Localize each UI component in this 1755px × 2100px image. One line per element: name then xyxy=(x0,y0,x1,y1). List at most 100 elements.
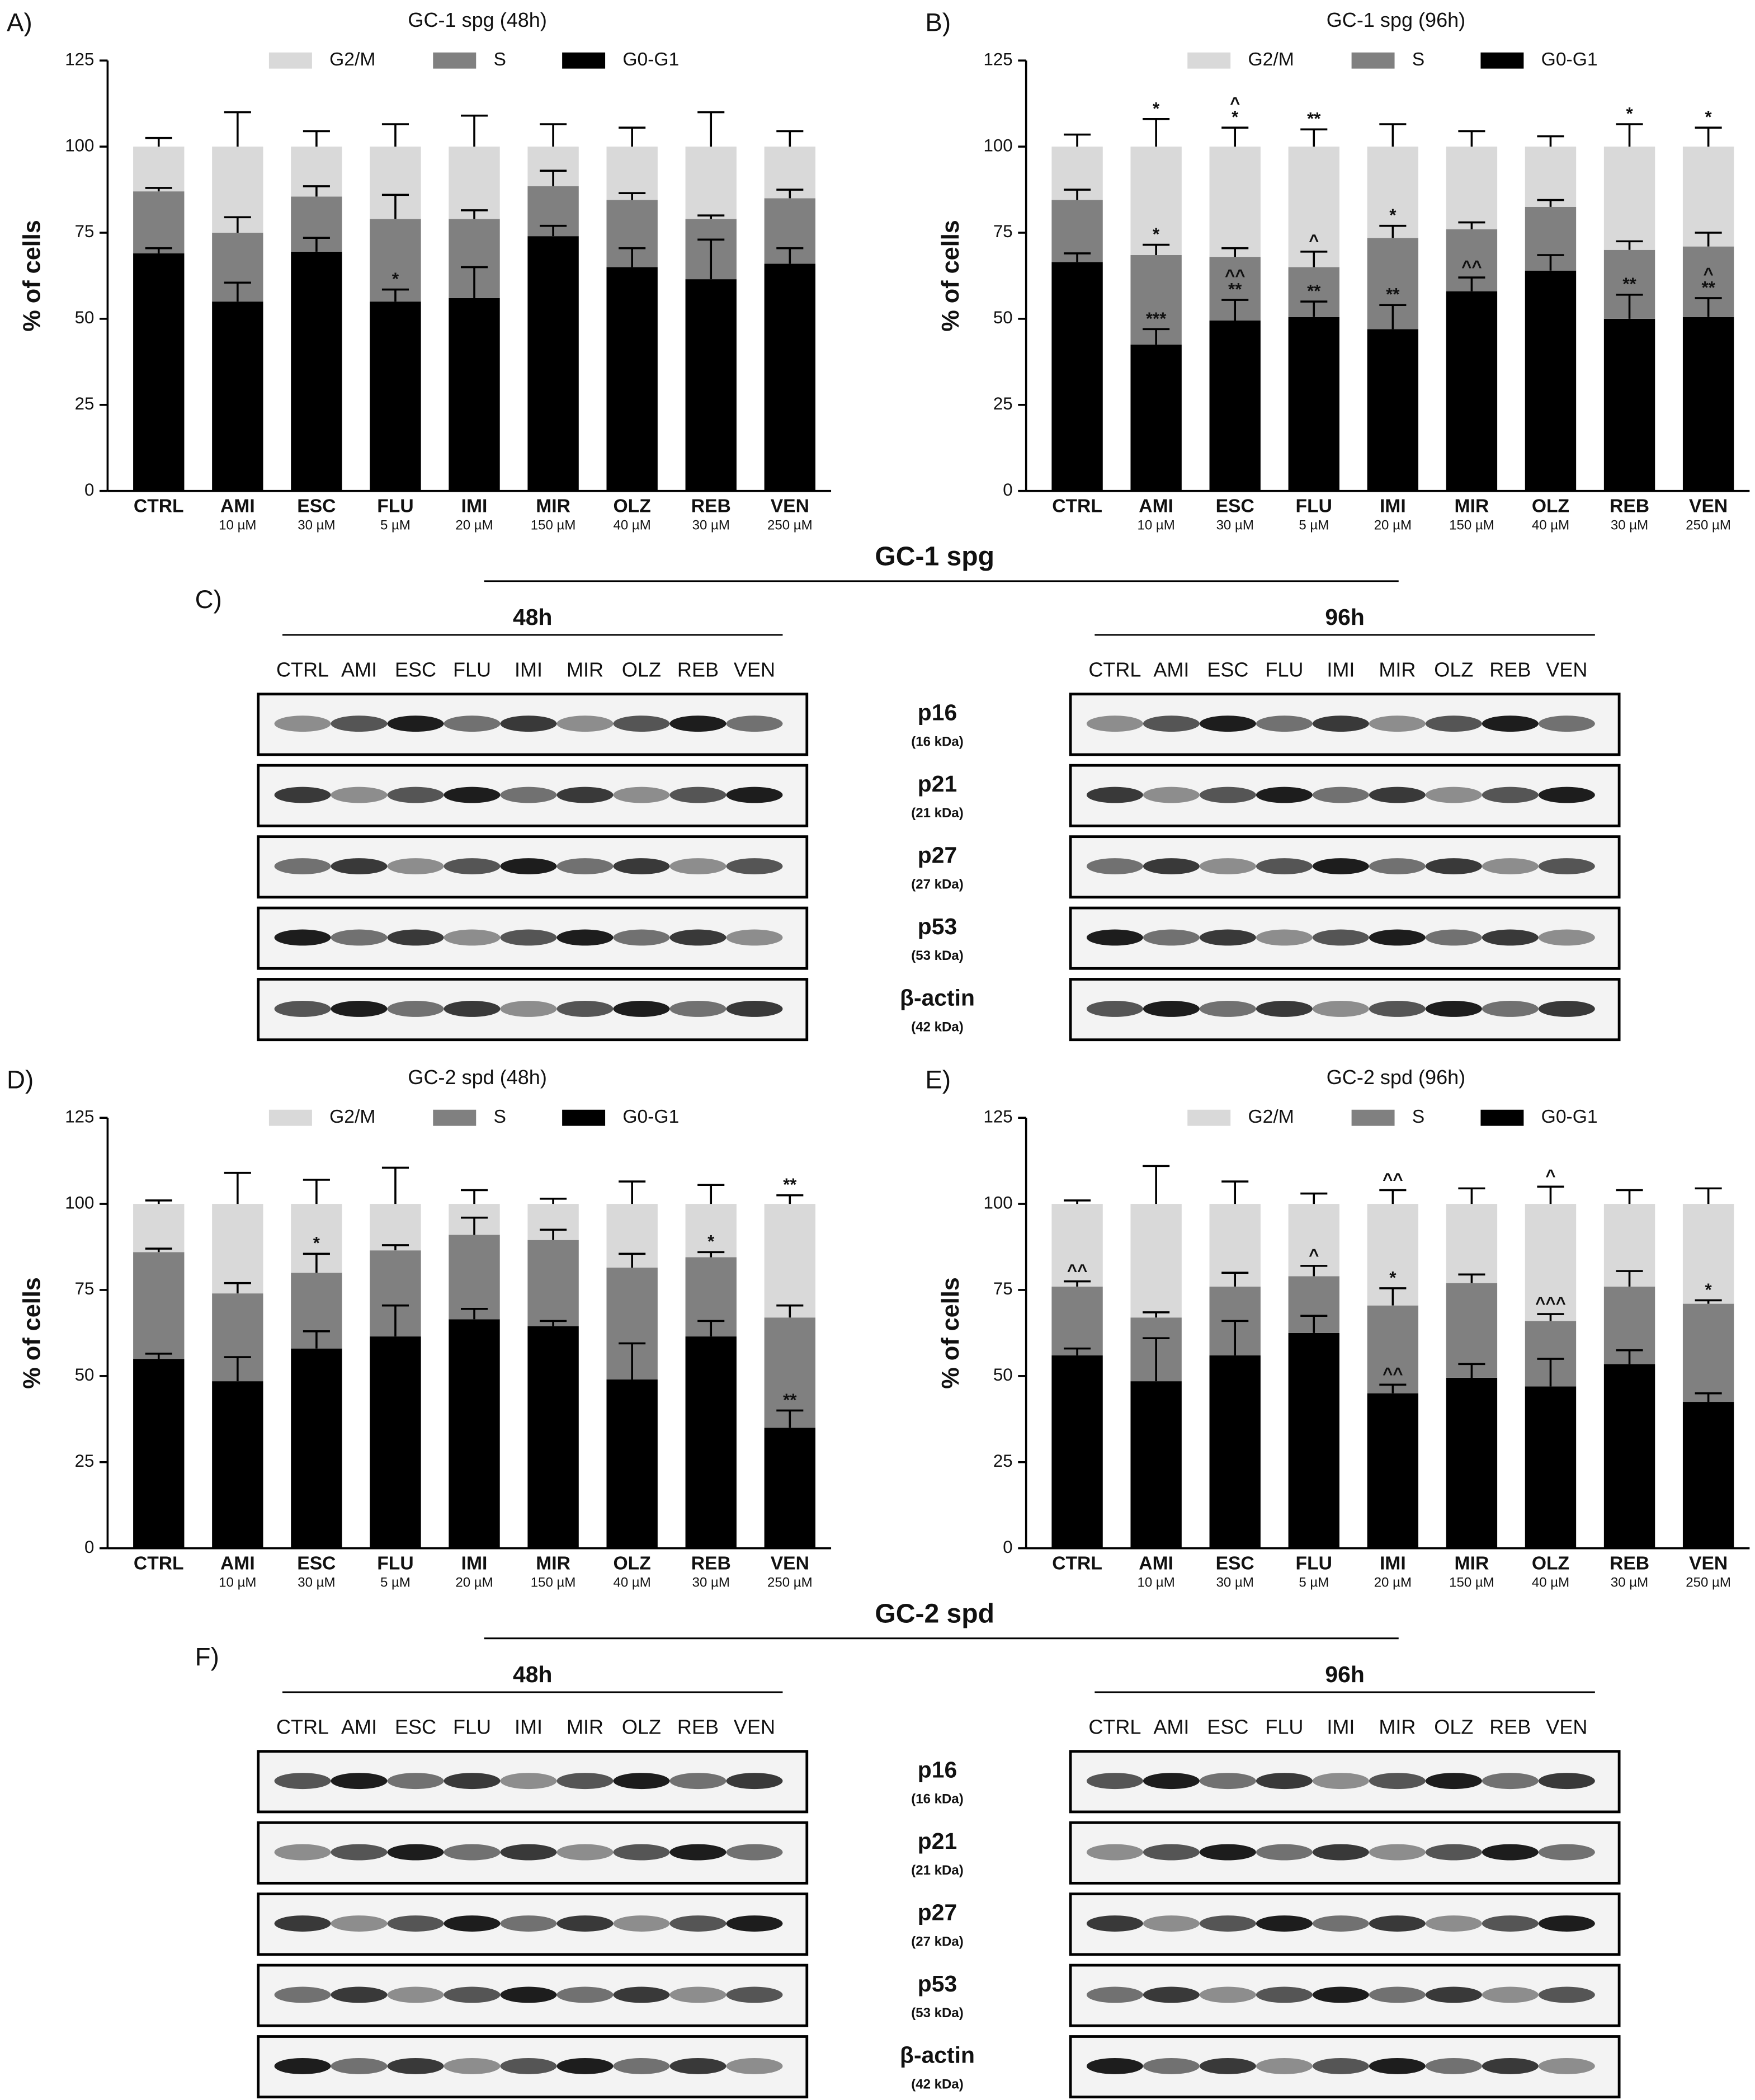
x-tick-label: AMI xyxy=(220,1553,255,1574)
x-tick-note: 20 µM xyxy=(1374,518,1412,533)
blot-band xyxy=(444,1000,501,1017)
blot-band xyxy=(1086,787,1143,803)
blot-band xyxy=(274,1773,331,1790)
legend-label: G2/M xyxy=(1248,1106,1294,1127)
x-tick-note: 30 µM xyxy=(298,1575,335,1590)
lane-label: REB xyxy=(1489,658,1531,681)
blot-band xyxy=(1086,1000,1143,1017)
error-bar xyxy=(1300,128,1328,147)
error-bar xyxy=(619,247,646,267)
blot-band xyxy=(1312,787,1369,803)
y-tick-label: 0 xyxy=(1003,1537,1012,1557)
y-tick-label: 100 xyxy=(984,1193,1013,1212)
x-tick-label: ESC xyxy=(297,496,336,516)
blot-band xyxy=(1538,858,1595,874)
bar-segment xyxy=(1051,200,1103,262)
blot-band xyxy=(444,929,501,946)
blot-band xyxy=(1143,2057,1200,2074)
error-bar xyxy=(1143,1311,1170,1318)
blot-band xyxy=(669,715,726,732)
x-tick-label: AMI xyxy=(1139,496,1173,516)
lane-label: VEN xyxy=(1546,1715,1587,1738)
y-tick-label: 50 xyxy=(993,1365,1013,1385)
blot-band xyxy=(1482,2057,1539,2074)
protein-name: p53 xyxy=(918,1971,957,1997)
y-tick-label: 125 xyxy=(984,49,1013,69)
y-tick-label: 125 xyxy=(65,1106,94,1126)
panel-label: F) xyxy=(195,1642,219,1671)
lane-label: MIR xyxy=(1379,1715,1416,1738)
x-tick-label: ESC xyxy=(297,1553,336,1574)
error-bar xyxy=(1458,276,1485,291)
error-bar xyxy=(1616,240,1643,250)
blot-band xyxy=(1369,787,1426,803)
significance-mark: ^^ xyxy=(1383,1364,1403,1384)
blot-band xyxy=(500,2057,557,2074)
group-label: 48h xyxy=(513,1661,552,1687)
error-bar xyxy=(303,185,330,197)
x-tick-note: 250 µM xyxy=(1686,518,1731,533)
y-tick-label: 25 xyxy=(75,1451,95,1471)
lane-label: ESC xyxy=(1207,1715,1248,1738)
lane-label: AMI xyxy=(341,658,377,681)
bar-segment xyxy=(1603,1364,1655,1548)
bar-segment xyxy=(1525,270,1577,491)
bar-segment xyxy=(527,1240,579,1326)
bar-segment xyxy=(1051,262,1103,491)
y-axis-label: % of cells xyxy=(19,1277,46,1389)
chart-title: GC-1 spg (96h) xyxy=(1327,8,1465,31)
error-bar xyxy=(1616,1270,1643,1287)
x-tick-label: OLZ xyxy=(1532,1553,1569,1574)
blot-band xyxy=(331,858,388,874)
blot-band xyxy=(1199,787,1256,803)
error-bar xyxy=(1379,304,1407,329)
x-tick-note: 150 µM xyxy=(1449,1575,1494,1590)
error-bar xyxy=(1221,299,1249,321)
blot-band xyxy=(1538,1000,1595,1017)
lane-label: IMI xyxy=(1327,1715,1355,1738)
blot-band xyxy=(1086,1915,1143,1932)
y-tick-label: 25 xyxy=(993,394,1013,413)
blot-band xyxy=(1425,929,1482,946)
blot-band xyxy=(1425,715,1482,732)
blot-band xyxy=(1256,858,1313,874)
significance-mark: ** xyxy=(1228,279,1242,299)
x-tick-label: IMI xyxy=(461,1553,488,1574)
protein-size: (27 kDa) xyxy=(911,877,964,892)
panel-label: B) xyxy=(925,8,951,36)
bar-segment xyxy=(764,263,815,491)
blot-band xyxy=(613,858,670,874)
error-bar xyxy=(540,224,567,237)
blot-band xyxy=(556,929,614,946)
blot-band xyxy=(1425,1844,1482,1861)
x-tick-note: 20 µM xyxy=(1374,1575,1412,1590)
blot-band xyxy=(556,858,614,874)
blot-band xyxy=(1086,1844,1143,1861)
blot-band xyxy=(1199,1915,1256,1932)
blot-band xyxy=(1538,1844,1595,1861)
significance-mark: * xyxy=(1153,98,1160,118)
blot-band xyxy=(1199,715,1256,732)
legend-label: G0-G1 xyxy=(622,49,679,70)
significance-mark: ^^^ xyxy=(1535,1293,1566,1313)
error-bar xyxy=(145,1247,172,1253)
blot-band xyxy=(1425,1773,1482,1790)
error-bar xyxy=(1458,130,1485,147)
bar-segment xyxy=(1603,318,1655,491)
bar-segment xyxy=(449,1319,500,1548)
blot-band xyxy=(331,715,388,732)
significance-mark: ^^ xyxy=(1225,266,1246,285)
x-tick-note: 30 µM xyxy=(298,518,335,533)
bar-segment xyxy=(1288,147,1339,267)
bar-segment xyxy=(291,251,342,491)
lane-label: OLZ xyxy=(1434,1715,1473,1738)
error-bar xyxy=(460,114,488,147)
bar-segment xyxy=(1603,147,1655,250)
bar-segment xyxy=(449,147,500,219)
blot-band xyxy=(1369,1773,1426,1790)
lane-label: CTRL xyxy=(1088,658,1141,681)
x-tick-label: VEN xyxy=(771,496,809,516)
blot-band xyxy=(387,1844,444,1861)
lane-label: FLU xyxy=(1265,1715,1303,1738)
error-bar xyxy=(1695,126,1722,147)
